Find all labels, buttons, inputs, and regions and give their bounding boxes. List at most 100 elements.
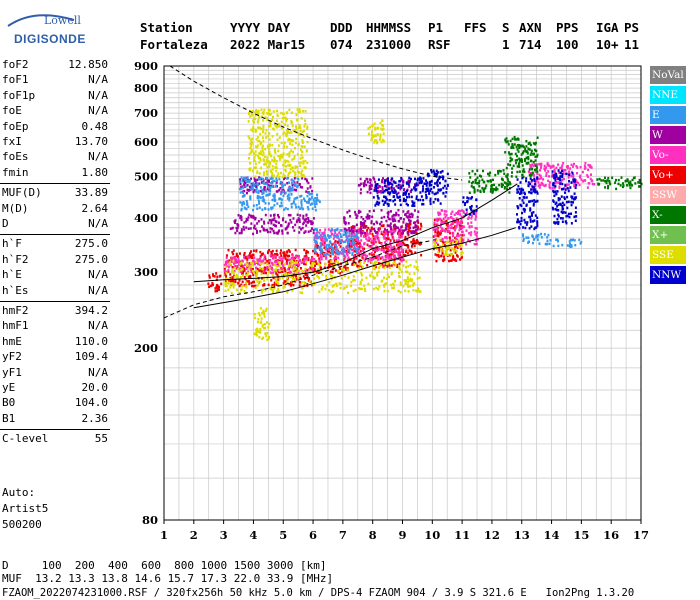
echo-point — [388, 217, 391, 221]
echo-point — [274, 124, 277, 128]
echo-point — [298, 126, 301, 130]
echo-point — [375, 202, 378, 205]
echo-point — [389, 224, 392, 228]
echo-point — [409, 215, 412, 219]
echo-point — [274, 158, 277, 161]
echo-point — [275, 181, 278, 184]
parameter-row: MUF(D) 33.89 — [2, 186, 108, 202]
echo-point — [415, 260, 418, 263]
echo-point — [240, 228, 243, 231]
echo-point — [509, 159, 512, 163]
echo-point — [407, 179, 410, 183]
echo-point — [247, 179, 250, 183]
echo-point — [385, 277, 388, 280]
echo-point — [306, 161, 309, 165]
echo-point — [393, 254, 396, 257]
echo-point — [272, 174, 275, 177]
echo-point — [525, 196, 528, 199]
echo-point — [264, 207, 267, 211]
echo-point — [308, 280, 311, 283]
echo-point — [586, 174, 589, 177]
echo-point — [361, 245, 364, 249]
echo-point — [555, 238, 558, 241]
echo-point — [444, 228, 447, 232]
echo-point — [478, 174, 481, 177]
echo-point — [520, 216, 523, 220]
echo-point — [578, 175, 581, 179]
echo-point — [471, 169, 474, 173]
echo-point — [295, 188, 298, 192]
header-value: 2022 Mar15 — [230, 37, 306, 52]
echo-point — [462, 211, 465, 214]
echo-point — [346, 242, 349, 246]
echo-point — [438, 238, 441, 242]
echo-point — [470, 207, 473, 211]
echo-point — [566, 244, 569, 247]
echo-point — [358, 264, 361, 268]
echo-point — [363, 221, 366, 224]
echo-point — [301, 140, 304, 144]
echo-point — [415, 182, 418, 185]
echo-point — [264, 326, 267, 330]
echo-point — [302, 217, 305, 220]
echo-point — [305, 178, 308, 181]
echo-point — [367, 282, 370, 286]
echo-point — [377, 247, 380, 251]
echo-point — [372, 253, 375, 256]
echo-point — [239, 178, 242, 181]
echo-point — [400, 247, 403, 250]
echo-point — [439, 202, 442, 205]
echo-point — [288, 155, 291, 158]
echo-point — [258, 139, 261, 143]
echo-point — [561, 206, 564, 209]
echo-point — [373, 139, 376, 142]
echo-point — [434, 230, 437, 234]
echo-point — [280, 267, 283, 270]
echo-point — [248, 213, 251, 217]
echo-point — [478, 184, 481, 188]
echo-point — [271, 118, 274, 121]
echo-point — [245, 184, 248, 188]
echo-point — [393, 247, 396, 250]
echo-point — [587, 163, 590, 167]
echo-point — [467, 222, 470, 225]
echo-point — [246, 272, 249, 275]
echo-point — [318, 235, 321, 239]
echo-point — [396, 243, 399, 247]
echo-point — [410, 278, 413, 281]
echo-point — [548, 175, 551, 178]
echo-point — [359, 177, 362, 181]
echo-point — [330, 227, 333, 231]
echo-point — [415, 228, 418, 232]
echo-point — [250, 144, 253, 148]
echo-point — [434, 243, 437, 247]
echo-point — [543, 184, 546, 188]
echo-point — [628, 184, 631, 187]
echo-point — [405, 260, 408, 263]
echo-point — [443, 255, 446, 258]
echo-point — [237, 262, 240, 265]
echo-point — [358, 183, 361, 187]
echo-point — [225, 275, 228, 278]
echo-point — [435, 241, 438, 244]
echo-point — [419, 227, 422, 231]
echo-point — [359, 282, 362, 285]
header-value: 10+ — [596, 37, 619, 52]
echo-point — [570, 170, 573, 174]
echo-point — [433, 223, 436, 226]
echo-point — [232, 260, 235, 263]
echo-point — [285, 132, 288, 136]
echo-point — [436, 228, 439, 232]
echo-point — [395, 257, 398, 260]
echo-point — [296, 219, 299, 222]
echo-point — [256, 222, 259, 225]
echo-point — [228, 261, 231, 264]
echo-point — [266, 173, 269, 176]
echo-point — [458, 209, 461, 213]
echo-point — [401, 229, 404, 232]
echo-point — [527, 181, 530, 184]
echo-point — [460, 244, 463, 247]
echo-point — [242, 179, 245, 183]
echo-point — [465, 211, 468, 214]
echo-point — [435, 169, 438, 173]
